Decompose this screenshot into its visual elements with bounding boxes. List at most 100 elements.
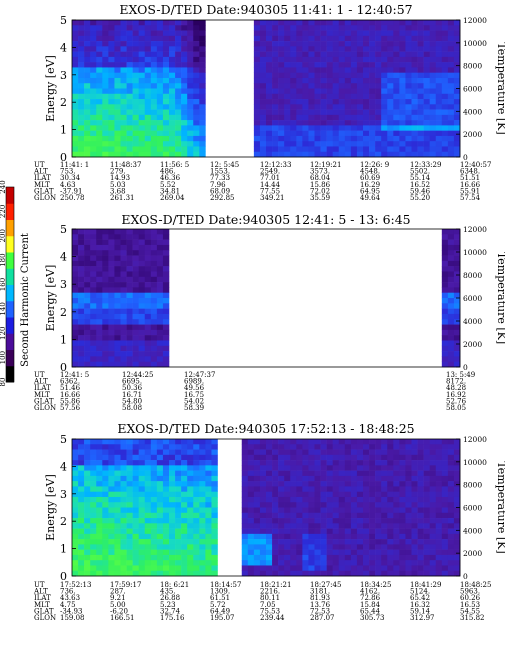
heatmap-cell: [453, 120, 461, 126]
heatmap-cell: [120, 544, 127, 550]
heatmap-cell: [423, 72, 430, 79]
heatmap-cell: [90, 539, 97, 545]
heatmap-cell: [338, 439, 346, 445]
heatmap-cell: [108, 486, 115, 492]
heatmap-cell: [296, 46, 303, 52]
heatmap-cell: [114, 62, 121, 68]
heatmap-cell: [84, 141, 91, 147]
heatmap-cell: [308, 35, 315, 42]
heatmap-cell: [114, 560, 121, 566]
heatmap-cell: [393, 439, 400, 445]
heatmap-cell: [350, 460, 358, 466]
heatmap-cell: [441, 565, 449, 572]
heatmap-cell: [350, 518, 358, 524]
heatmap-cell: [290, 496, 297, 503]
heatmap-cell: [435, 496, 443, 503]
heatmap-cell: [132, 544, 139, 550]
heatmap-cell: [253, 67, 261, 73]
heatmap-cell: [447, 146, 455, 153]
heatmap-cell: [187, 523, 194, 529]
heatmap-cell: [259, 130, 267, 137]
heatmap-cell: [411, 25, 418, 31]
heatmap-cell: [138, 56, 146, 63]
heatmap-cell: [169, 99, 176, 105]
heatmap-cell: [132, 104, 139, 110]
heatmap-cell: [393, 56, 400, 63]
heatmap-cell: [114, 255, 121, 262]
heatmap-cell: [144, 130, 152, 137]
heatmap-cell: [108, 491, 115, 498]
heatmap-cell: [435, 570, 443, 577]
heatmap-cell: [84, 298, 91, 304]
heatmap-cell: [126, 99, 133, 105]
heatmap-cell: [363, 523, 370, 529]
heatmap-cell: [84, 255, 91, 262]
heatmap-cell: [453, 99, 461, 105]
heatmap-cell: [162, 266, 170, 272]
ephemeris-value: 305.73: [360, 614, 385, 622]
heatmap-cell: [296, 570, 303, 577]
heatmap-cell: [132, 120, 139, 126]
heatmap-cell: [417, 72, 424, 79]
heatmap-cell: [96, 528, 103, 535]
heatmap-cell: [405, 20, 412, 26]
heatmap-cell: [278, 67, 285, 73]
heatmap-cell: [332, 41, 340, 47]
heatmap-cell: [96, 496, 103, 503]
heatmap-cell: [108, 470, 115, 477]
heatmap-cell: [344, 539, 352, 545]
heatmap-cell: [259, 30, 267, 37]
heatmap-cell: [259, 470, 267, 477]
heatmap-cell: [326, 570, 333, 577]
heatmap-cell: [102, 255, 109, 262]
heatmap-cell: [144, 351, 152, 357]
heatmap-cell: [441, 356, 449, 362]
heatmap-cell: [417, 46, 424, 52]
heatmap-cell: [338, 62, 346, 68]
heatmap-cell: [320, 460, 327, 466]
heatmap-cell: [356, 62, 364, 68]
heatmap-cell: [120, 475, 127, 482]
heatmap-cell: [193, 130, 200, 137]
heatmap-cell: [78, 77, 85, 84]
heatmap-cell: [411, 141, 418, 147]
heatmap-cell: [332, 533, 340, 540]
heatmap-cell: [181, 475, 188, 482]
heatmap-cell: [259, 570, 267, 577]
heatmap-cell: [356, 544, 364, 550]
heatmap-cell: [387, 465, 394, 471]
heatmap-cell: [169, 151, 176, 158]
heatmap-cell: [447, 324, 455, 331]
heatmap-cell: [132, 151, 139, 158]
heatmap-cell: [314, 507, 321, 514]
ephemeris-value: 61.51: [210, 594, 230, 602]
heatmap-cell: [423, 565, 430, 572]
heatmap-cell: [278, 93, 285, 100]
heatmap-cell: [120, 30, 127, 37]
heatmap-cell: [175, 104, 182, 110]
heatmap-cell: [387, 51, 394, 58]
heatmap-cell: [126, 475, 133, 482]
heatmap-cell: [266, 523, 273, 529]
heatmap-cell: [308, 51, 315, 58]
ephemeris-value: 4162.: [360, 588, 380, 596]
heatmap-cell: [453, 56, 461, 63]
heatmap-cell: [387, 88, 394, 95]
heatmap-cell: [272, 523, 279, 529]
heatmap-cell: [423, 99, 430, 105]
heatmap-cell: [320, 486, 327, 492]
heatmap-cell: [375, 475, 382, 482]
heatmap-cell: [156, 565, 164, 572]
heatmap-cell: [90, 35, 97, 42]
heatmap-cell: [114, 20, 121, 26]
heatmap-cell: [375, 444, 382, 450]
ephemeris-row-label: ILAT: [34, 174, 51, 182]
heatmap-cell: [381, 88, 388, 95]
heatmap-cell: [114, 67, 121, 73]
heatmap-cell: [78, 486, 85, 492]
heatmap-cell: [162, 83, 170, 89]
heatmap-cell: [156, 470, 164, 477]
heatmap-cell: [381, 491, 388, 498]
heatmap-cell: [447, 77, 455, 84]
heatmap-cell: [308, 460, 315, 466]
